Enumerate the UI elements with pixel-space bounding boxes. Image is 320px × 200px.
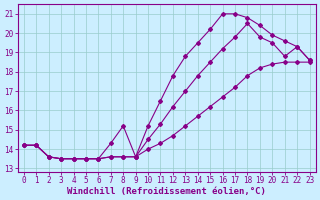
X-axis label: Windchill (Refroidissement éolien,°C): Windchill (Refroidissement éolien,°C) <box>67 187 266 196</box>
